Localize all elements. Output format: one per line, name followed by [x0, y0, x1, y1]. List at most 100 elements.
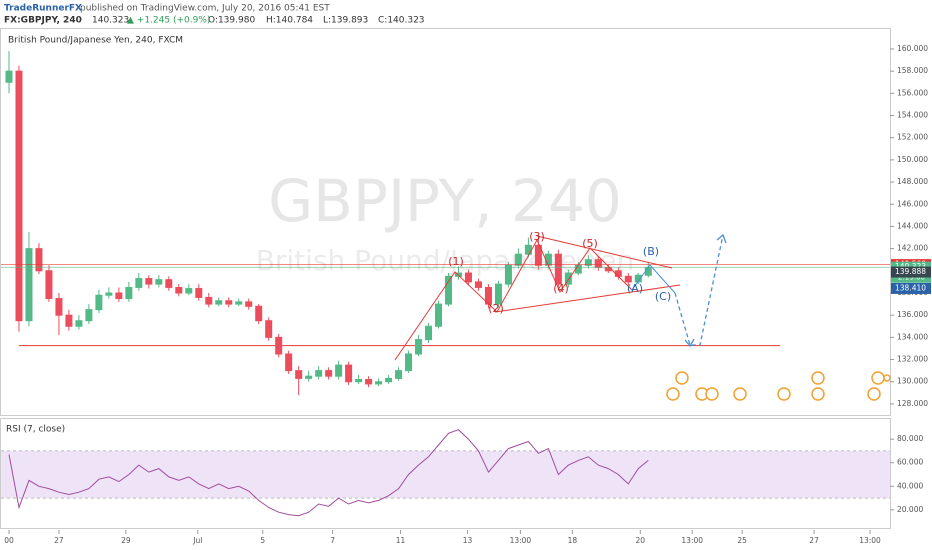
event-icon[interactable]: [777, 387, 791, 401]
candle-body: [435, 303, 443, 327]
wave-label: (B): [643, 245, 659, 258]
candle-body: [514, 253, 522, 266]
candle-body: [365, 379, 373, 385]
change: ▲ +1.245 (+0.9%): [127, 16, 210, 26]
event-icon[interactable]: [811, 387, 825, 401]
projection: [674, 234, 724, 346]
price-label: 138.410: [895, 283, 926, 292]
candle-body: [644, 266, 652, 276]
candle-body: [115, 292, 123, 300]
published: published on TradingView.com, July 20, 2…: [80, 4, 330, 14]
candle-body: [215, 300, 223, 305]
candle-body: [55, 298, 63, 316]
candle-body: [65, 314, 73, 327]
event-icon[interactable]: [733, 387, 747, 401]
candle-body: [15, 70, 23, 322]
x-tick-label: 27: [809, 536, 819, 545]
candle-body: [185, 288, 193, 294]
candle-body: [125, 286, 133, 300]
rsi-band: [1, 450, 890, 499]
event-icons: [666, 371, 891, 401]
event-icon[interactable]: [705, 387, 719, 401]
wave-label: (A): [627, 282, 643, 295]
wave-label: (4): [553, 282, 569, 295]
y-tick-label: 152.000: [897, 133, 928, 142]
candle-body: [425, 325, 433, 341]
candle-body: [205, 296, 213, 305]
y-tick-label: 130.000: [897, 377, 928, 386]
x-tick-label: 00: [4, 536, 14, 545]
candle-body: [325, 370, 333, 377]
candle-body: [35, 248, 43, 272]
y-tick-label: 154.000: [897, 111, 928, 120]
author[interactable]: TradeRunnerFX: [4, 4, 82, 14]
last-price: 140.323: [92, 16, 129, 26]
y-tick-label: 142.000: [897, 244, 928, 253]
event-icon[interactable]: [675, 371, 689, 385]
y-tick-label: 40.000: [897, 481, 923, 490]
candle-body: [444, 275, 452, 305]
open: O:139.980: [208, 16, 255, 26]
wave-line: [394, 238, 633, 361]
legend: British Pound/Japanese Yen, 240, FXCM: [8, 36, 183, 46]
candle-body: [145, 278, 153, 285]
event-icon[interactable]: [666, 387, 680, 401]
x-tick-label: 20: [636, 536, 646, 545]
candle-body: [255, 305, 263, 322]
y-tick-label: 144.000: [897, 221, 928, 230]
y-tick-label: 80.000: [897, 434, 923, 443]
candle-body: [564, 272, 572, 285]
x-tick-label: 7: [330, 536, 335, 545]
y-tick-label: 158.000: [897, 66, 928, 75]
wave-label: (C): [655, 290, 671, 303]
candle-body: [45, 270, 53, 300]
y-tick-label: 134.000: [897, 332, 928, 341]
candle-body: [295, 370, 303, 379]
candle-body: [165, 279, 173, 288]
y-tick-label: 132.000: [897, 355, 928, 364]
price-label-bg: [891, 266, 931, 278]
wave-drawing: [394, 233, 727, 361]
candle-body: [155, 279, 163, 285]
candle-body: [375, 381, 383, 385]
event-icon[interactable]: [883, 374, 891, 382]
price-pane: [0, 28, 891, 416]
event-icon[interactable]: [871, 371, 885, 385]
price-label-bg: [891, 282, 931, 294]
high: H:140.784: [266, 16, 313, 26]
candle-body: [225, 300, 233, 305]
wave-line: [631, 264, 676, 294]
candle-body: [524, 244, 532, 255]
candle-body: [464, 272, 472, 283]
candle-body: [574, 264, 582, 274]
candle-body: [494, 283, 502, 305]
wave-labels: (1) (2) (3) (4) (5) (A) (B) (C): [448, 230, 671, 315]
x-tick-label: 13: [463, 536, 473, 545]
y-tick-label: 148.000: [897, 177, 928, 186]
candle-body: [135, 278, 143, 288]
candle-body: [175, 286, 183, 294]
candle-body: [315, 370, 323, 377]
event-icon[interactable]: [811, 371, 825, 385]
candle-body: [415, 339, 423, 355]
countdown-bg: [891, 272, 931, 283]
candle-body: [474, 281, 482, 288]
candle-body: [554, 253, 562, 285]
rsi-pane: [0, 418, 891, 529]
candle-body: [5, 70, 13, 83]
countdown: 2:19:00: [898, 274, 925, 282]
low: L:139.893: [323, 16, 368, 26]
close: C:140.323: [378, 16, 425, 26]
candle-body: [285, 353, 293, 372]
watermark-subtitle: British Pound/Japanese Yen: [256, 244, 635, 277]
candle-body: [265, 320, 273, 338]
x-tick-label: 11: [396, 536, 406, 545]
candle-body: [405, 353, 413, 372]
candle-body: [504, 264, 512, 285]
rsi-title: RSI (7, close): [6, 425, 65, 435]
candle-body: [345, 364, 353, 383]
candle-body: [355, 379, 363, 383]
x-tick-label: 13:00: [510, 536, 532, 545]
event-icon[interactable]: [867, 387, 881, 401]
wave-label: (1): [448, 255, 464, 268]
